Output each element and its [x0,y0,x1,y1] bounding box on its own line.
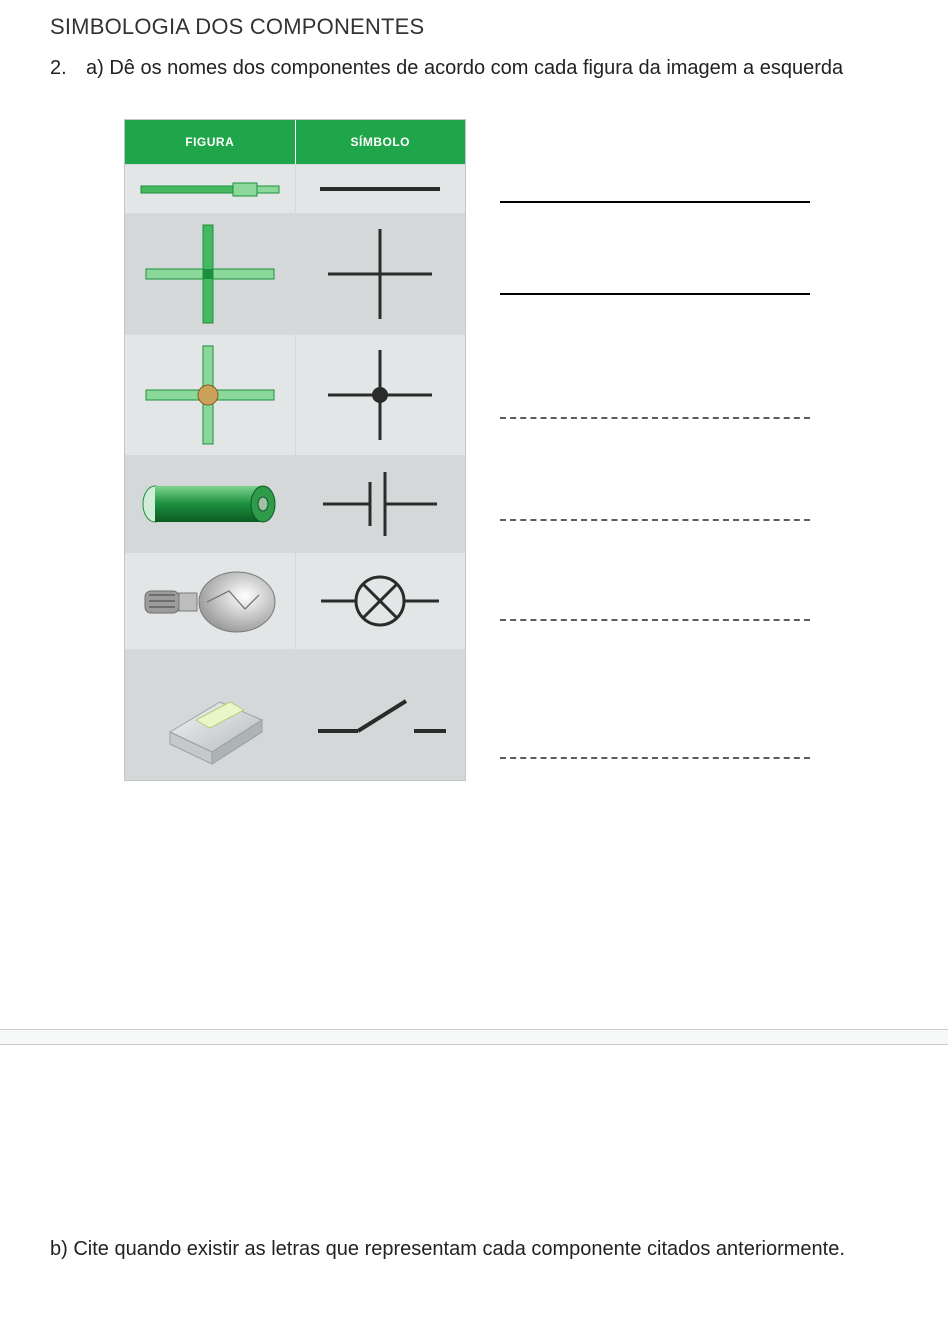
question-a: 2. a) Dê os nomes dos componentes de aco… [50,54,898,83]
table-row [125,334,465,455]
content-row: FIGURA SÍMBOLO [124,119,898,819]
header-figura: FIGURA [125,120,296,164]
answer-line[interactable] [500,619,810,621]
wire-symbol-icon [315,179,445,199]
sym-switch [296,650,466,780]
lamp-symbol-icon [315,566,445,636]
wire-figure-icon [135,174,285,204]
cross-noconn-symbol-icon [320,219,440,329]
answer-line[interactable] [500,417,810,419]
question-number: 2. [50,54,76,83]
fig-cross-conn [125,335,296,455]
cross-conn-symbol-icon [320,340,440,450]
component-table-header: FIGURA SÍMBOLO [125,120,465,164]
sym-battery [296,456,466,552]
battery-symbol-icon [315,464,445,544]
sym-lamp [296,553,466,649]
answer-line[interactable] [500,757,810,759]
section-title: SIMBOLOGIA DOS COMPONENTES [50,14,898,40]
table-row [125,552,465,649]
fig-lamp [125,553,296,649]
battery-figure-icon [135,474,285,534]
answer-line[interactable] [500,519,810,521]
sym-wire [296,165,466,213]
fig-wire [125,165,296,213]
table-row [125,649,465,780]
sym-cross-conn [296,335,466,455]
answer-column [500,119,810,819]
cross-noconn-figure-icon [140,219,280,329]
fig-switch [125,650,296,780]
answer-line[interactable] [500,293,810,295]
header-simbolo: SÍMBOLO [296,120,466,164]
answer-line[interactable] [500,201,810,203]
question-b: b) Cite quando existir as letras que rep… [50,1235,898,1264]
switch-figure-icon [140,660,280,770]
table-row [125,455,465,552]
table-row [125,164,465,213]
question-a-text: a) Dê os nomes dos componentes de acordo… [86,54,843,83]
fig-battery [125,456,296,552]
component-table: FIGURA SÍMBOLO [124,119,466,781]
switch-symbol-icon [310,685,450,745]
cross-conn-figure-icon [140,340,280,450]
fig-cross-noconn [125,214,296,334]
table-row [125,213,465,334]
sym-cross-noconn [296,214,466,334]
lamp-figure-icon [135,561,285,641]
page-break [0,1029,948,1045]
